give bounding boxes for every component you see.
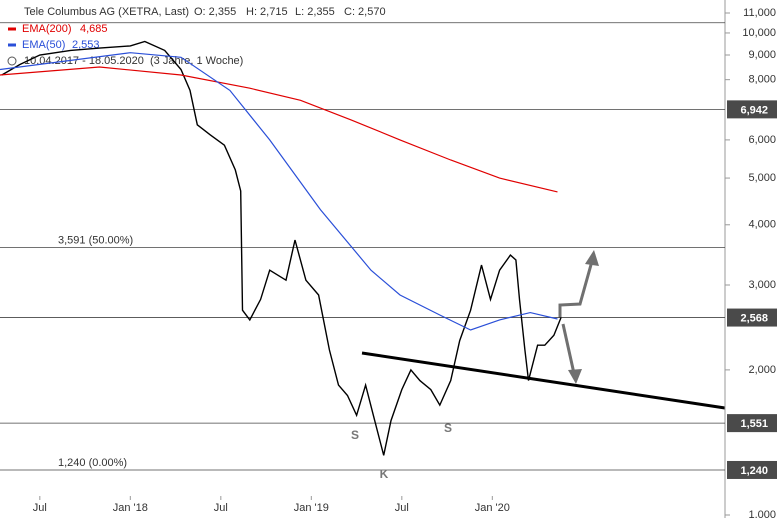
y-tick-label: 6,000 xyxy=(748,134,776,146)
legend-label: EMA(50) xyxy=(22,39,65,51)
down-arrow-head xyxy=(568,369,582,384)
x-tick-label: Jan '18 xyxy=(113,502,148,514)
pattern-marker: S xyxy=(444,421,452,435)
y-tick-label: 10,000 xyxy=(742,27,776,39)
y-tick-label: 3,000 xyxy=(748,279,776,291)
level-box-label: 6,942 xyxy=(740,104,768,116)
y-tick-label: 9,000 xyxy=(748,49,776,61)
clock-icon xyxy=(7,56,17,66)
y-tick-label: 8,000 xyxy=(748,74,776,86)
y-tick-label: 11,000 xyxy=(743,7,776,19)
level-box xyxy=(727,414,777,433)
level-note: 1,240 (0.00%) xyxy=(58,457,127,469)
trend-line xyxy=(361,351,726,410)
title: Tele Columbus AG (XETRA, Last) xyxy=(24,6,189,18)
x-tick-label: Jul xyxy=(33,502,47,514)
legend-value: 4,685 xyxy=(80,23,108,35)
down-arrow xyxy=(561,323,577,379)
level-box xyxy=(727,100,777,119)
y-tick-label: 4,000 xyxy=(748,219,776,231)
series-line xyxy=(0,66,558,193)
y-tick-label: 5,000 xyxy=(748,172,776,184)
quote: C: 2,570 xyxy=(344,6,386,18)
series-line xyxy=(1,40,562,456)
legend-swatch xyxy=(8,27,16,31)
up-arrow xyxy=(558,253,596,318)
period-note: (3 Jahre, 1 Woche) xyxy=(150,55,243,67)
level-note: 3,591 (50.00%) xyxy=(58,234,133,246)
y-tick-label: 2,000 xyxy=(748,364,776,376)
pattern-marker: S xyxy=(351,428,359,442)
quote: H: 2,715 xyxy=(246,6,288,18)
level-box-label: 2,568 xyxy=(740,312,768,324)
pattern-marker: K xyxy=(380,467,389,481)
x-tick-label: Jan '19 xyxy=(294,502,329,514)
series-line xyxy=(0,52,558,331)
level-box-label: 1,551 xyxy=(740,418,768,430)
level-box-label: 1,240 xyxy=(740,465,768,477)
period: 10.04.2017 - 18.05.2020 xyxy=(24,55,144,67)
x-tick-label: Jul xyxy=(214,502,228,514)
y-tick-label: 1,000 xyxy=(748,509,776,518)
legend-label: EMA(200) xyxy=(22,23,72,35)
legend-value: 2,553 xyxy=(72,39,100,51)
x-tick-label: Jan '20 xyxy=(475,502,510,514)
legend-swatch xyxy=(8,43,16,47)
x-tick-label: Jul xyxy=(395,502,409,514)
up-arrow-head xyxy=(585,250,599,266)
level-box xyxy=(727,460,777,479)
quote: O: 2,355 xyxy=(194,6,236,18)
quote: L: 2,355 xyxy=(295,6,335,18)
legend: Tele Columbus AG (XETRA, Last) O: 2,355 … xyxy=(7,6,386,67)
level-box xyxy=(727,308,777,327)
